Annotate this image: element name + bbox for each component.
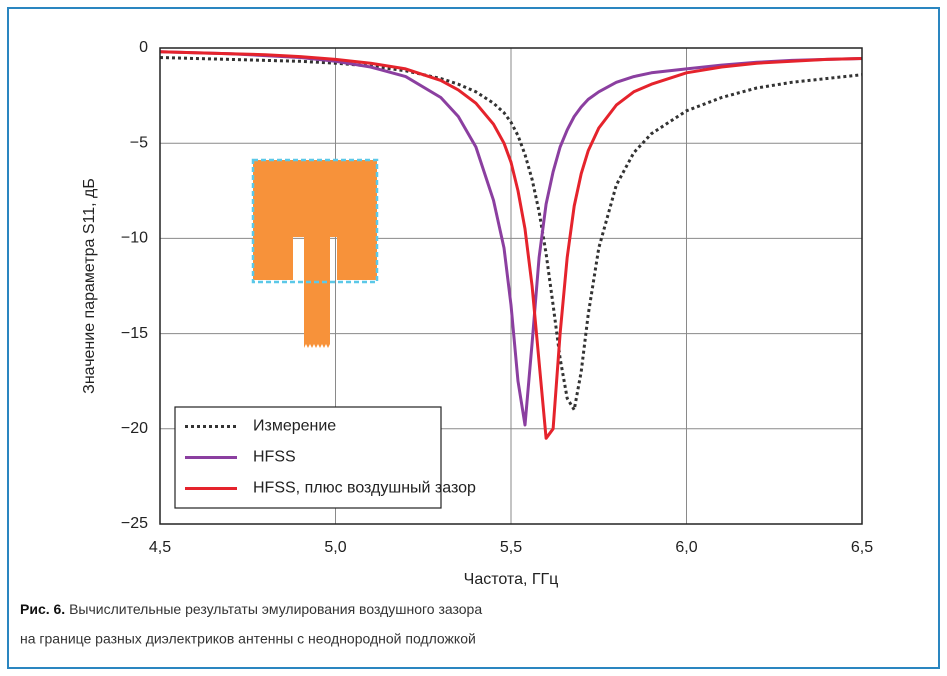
y-tick-label: −20: [121, 420, 148, 437]
plot-frame: [159, 47, 863, 525]
figure-border: [7, 7, 940, 669]
y-tick-label: −25: [121, 515, 148, 532]
caption-label: Рис. 6.: [20, 601, 65, 617]
y-axis-title: Значение параметра S11, дБ: [81, 178, 98, 394]
caption-line: на границе разных диэлектриков антенны с…: [20, 631, 476, 647]
x-tick-label: 5,0: [324, 539, 346, 556]
substrate-outline: [251, 158, 379, 284]
caption-text: Вычислительные результаты эмулирования в…: [69, 601, 482, 617]
legend-label: Измерение: [253, 418, 336, 435]
x-tick-label: 5,5: [500, 539, 522, 556]
x-tick-label: 6,0: [675, 539, 697, 556]
legend-label: HFSS, плюс воздушный зазор: [253, 480, 476, 497]
y-tick-label: −15: [121, 325, 148, 342]
antenna-inset: [251, 158, 379, 348]
legend-label: HFSS: [253, 449, 296, 466]
y-tick-label: −5: [130, 134, 148, 151]
x-tick-label: 6,5: [851, 539, 873, 556]
plot: 0 −5 −10 −15 −20 −254,5 5,0 5,5 6,0 6,5 Измерение H…: [121, 39, 873, 556]
data-line: [160, 50, 862, 440]
x-tick-label: 4,5: [149, 539, 171, 556]
series-group: [160, 50, 862, 440]
y-tick-label: 0: [139, 39, 148, 56]
antenna-shape: [253, 160, 377, 348]
x-axis-title: Частота, ГГц: [464, 571, 559, 588]
caption-line: Рис. 6. Вычислительные результаты эмулир…: [20, 601, 482, 617]
data-line: [160, 50, 862, 427]
y-tick-label: −10: [121, 230, 148, 247]
